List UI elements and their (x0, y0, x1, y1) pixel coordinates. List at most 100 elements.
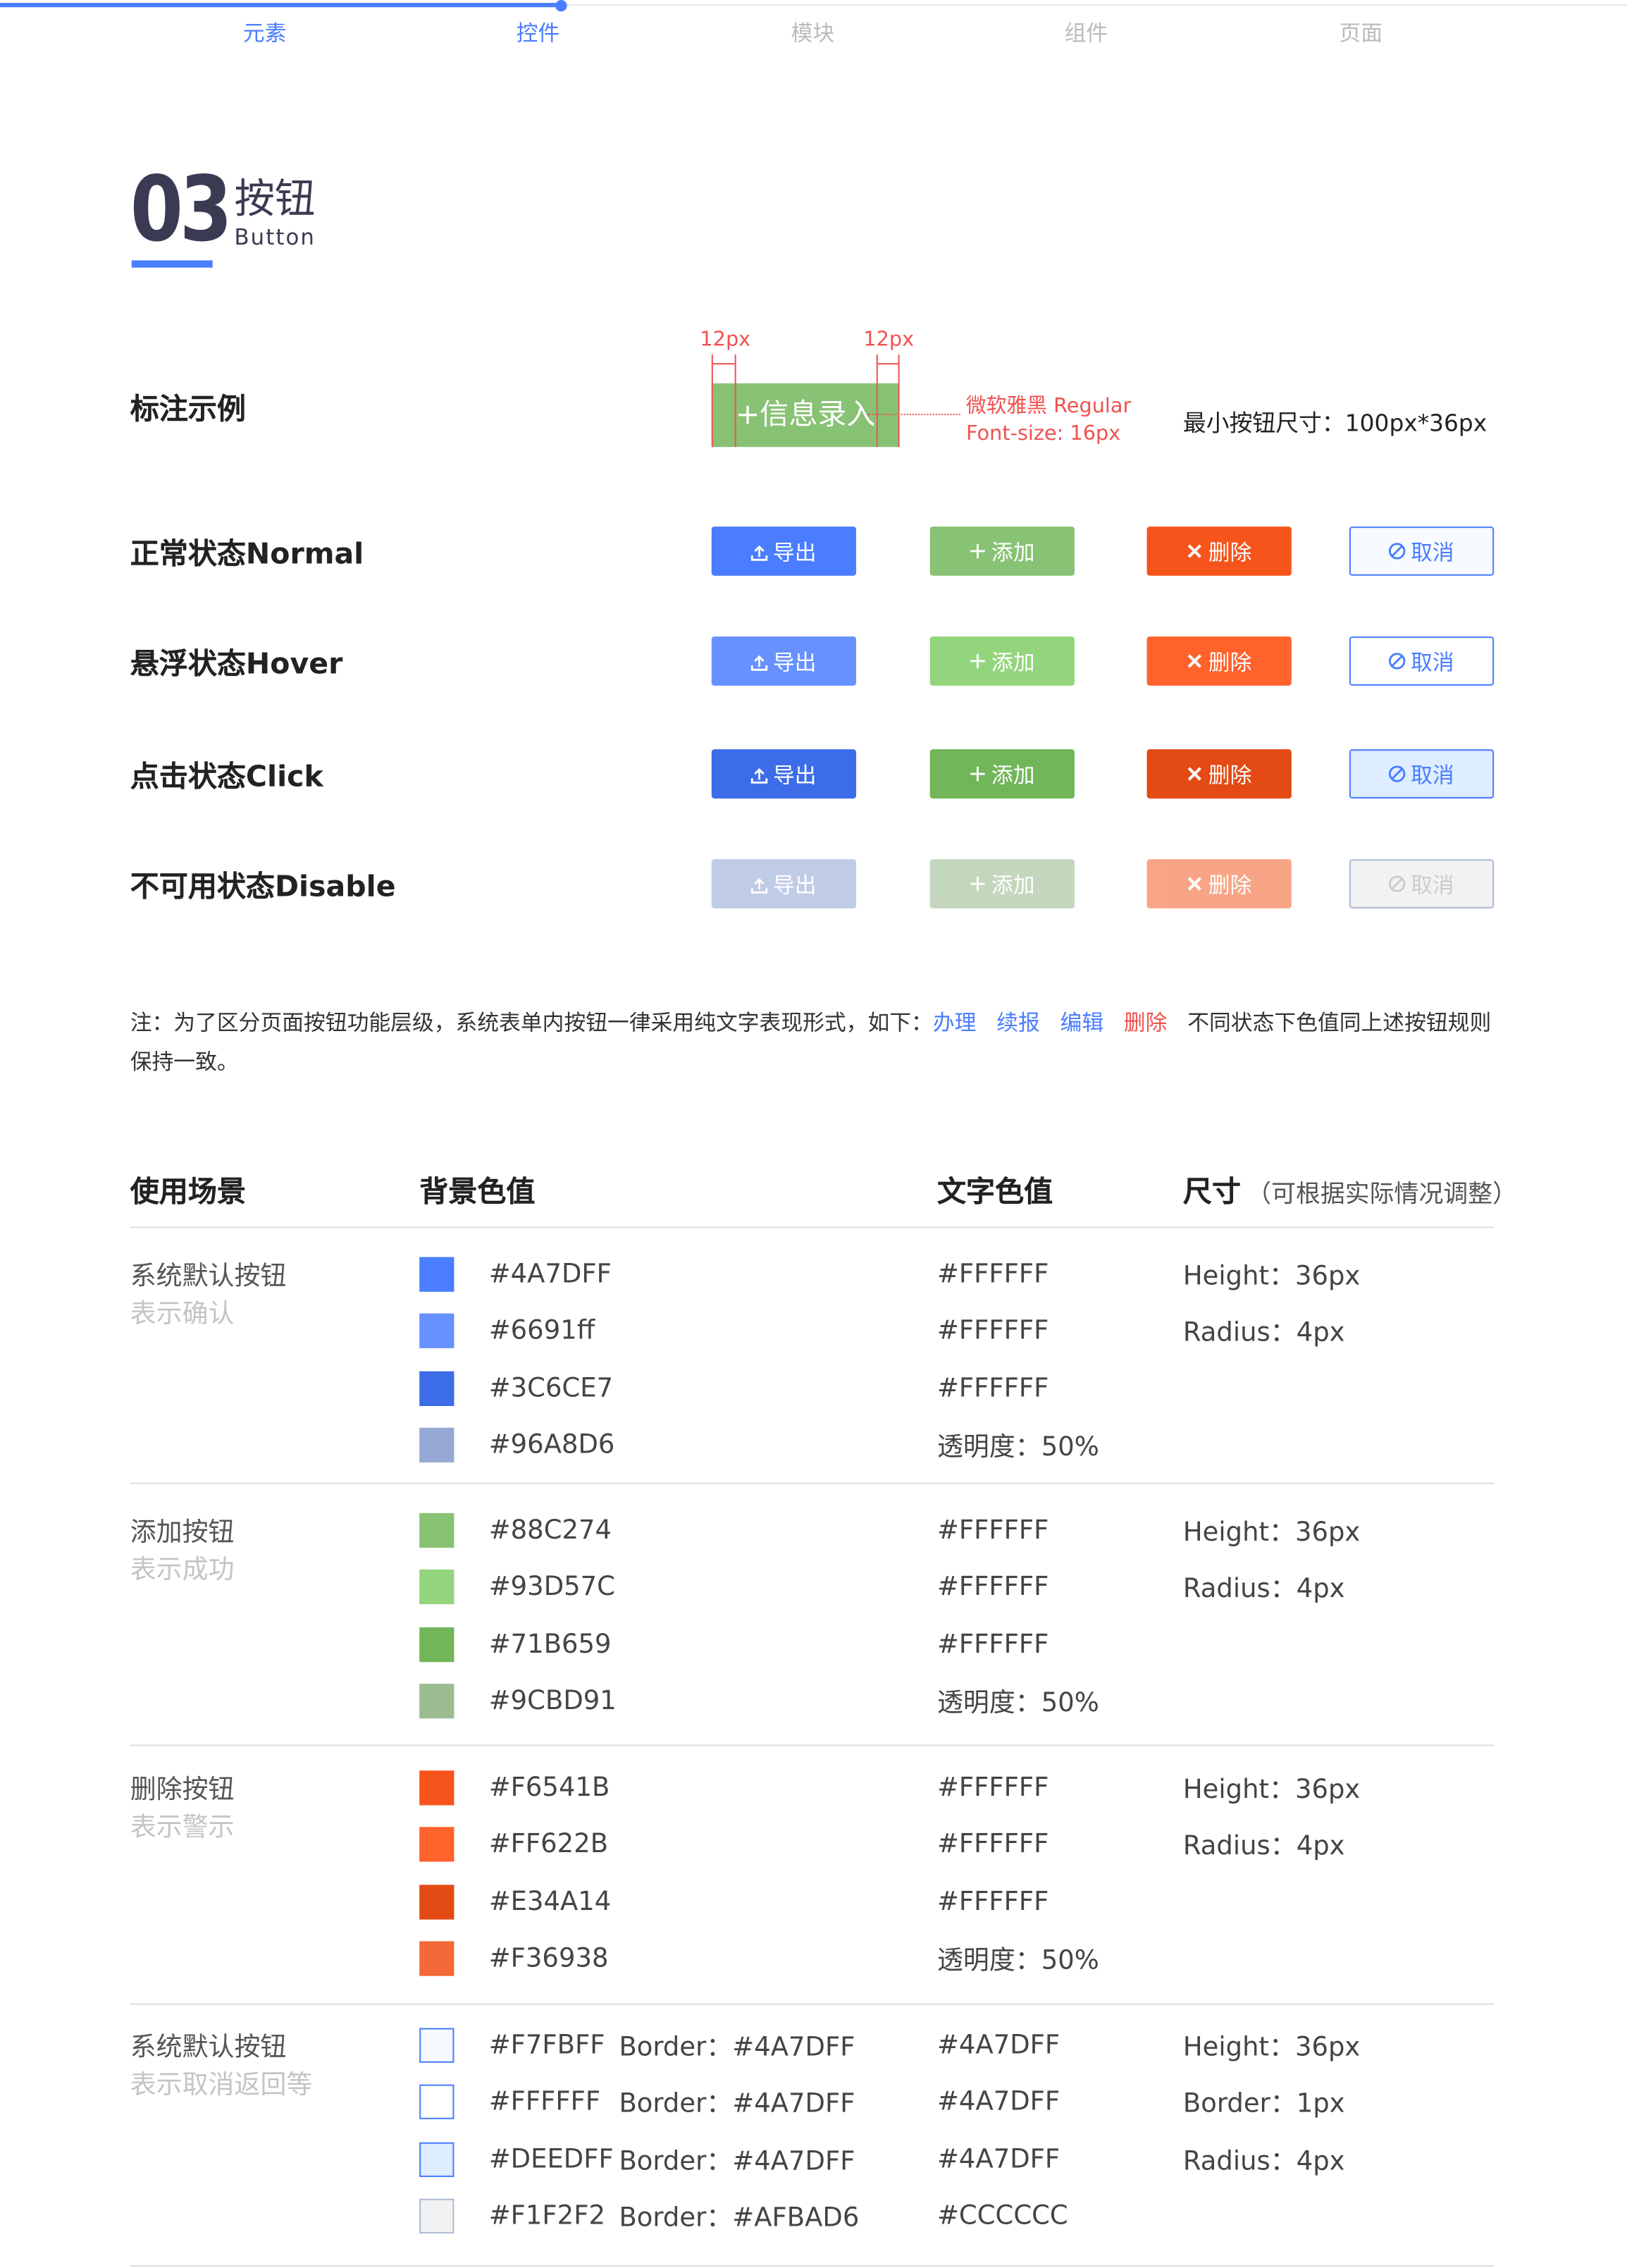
nav-tab: 控件 (516, 20, 560, 47)
button[interactable]: 删除 (1146, 749, 1292, 799)
text-color: #FFFFFF (936, 1373, 1049, 1404)
bg-color: #96A8D6 (488, 1430, 615, 1461)
group-desc: 表示取消返回等 (130, 2070, 313, 2101)
color-swatch (419, 2085, 454, 2120)
bg-color: #93D57C (488, 1572, 615, 1603)
bg-color: #E34A14 (488, 1886, 612, 1918)
button[interactable]: 导出 (711, 636, 857, 686)
button-label: 导出 (772, 648, 817, 675)
border-value: #4A7DFF (732, 2032, 855, 2063)
group-desc: 表示确认 (130, 1299, 235, 1330)
text-link[interactable]: 续报 (996, 1009, 1040, 1036)
header-note: （可根据实际情况调整） (1246, 1180, 1518, 1209)
bg-color: #F36938 (488, 1943, 609, 1974)
sample-button-text: +信息录入 (735, 396, 876, 431)
group-name: 添加按钮 (130, 1517, 235, 1548)
nav-tab: 元素 (242, 20, 287, 47)
button[interactable]: 删除 (1146, 526, 1292, 576)
button[interactable]: 导出 (711, 859, 857, 908)
button[interactable]: 添加 (929, 636, 1075, 686)
bg-color: #FFFFFF (488, 2087, 601, 2118)
bg-color: #F6541B (488, 1773, 610, 1804)
bg-color: #3C6CE7 (488, 1373, 614, 1404)
border-value: #4A7DFF (732, 2146, 855, 2177)
button[interactable]: 导出 (711, 526, 857, 576)
button[interactable]: 添加 (929, 526, 1075, 576)
guide (734, 354, 736, 448)
nav-progress (0, 3, 562, 8)
icon (1389, 542, 1406, 559)
divider (130, 2003, 1495, 2005)
size-spec: Radius：4px (1182, 2146, 1345, 2177)
icon (1188, 876, 1202, 890)
text-color: #4A7DFF (936, 2144, 1060, 2175)
size-spec: Radius：4px (1182, 1832, 1345, 1863)
button[interactable]: 导出 (711, 749, 857, 799)
text-color: #4A7DFF (936, 2087, 1060, 2118)
button[interactable]: 取消 (1349, 636, 1495, 686)
bg-color: #71B659 (488, 1629, 612, 1660)
guide (876, 363, 900, 365)
icon (751, 767, 769, 783)
group-desc: 表示警示 (130, 1812, 235, 1843)
text-color: 透明度：50% (936, 1432, 1099, 1463)
size-spec: Height：36px (1182, 1261, 1361, 1292)
color-swatch (419, 1627, 454, 1662)
color-swatch (419, 1570, 454, 1605)
size-spec: Height：36px (1182, 1775, 1361, 1806)
nav-dot (555, 0, 567, 12)
table-header: 使用场景 (130, 1173, 246, 1209)
button[interactable]: 取消 (1349, 526, 1495, 576)
bg-color: #88C274 (488, 1515, 612, 1546)
text-color: #FFFFFF (936, 1830, 1049, 1861)
color-swatch (419, 1314, 454, 1349)
button[interactable]: 删除 (1146, 859, 1292, 908)
button[interactable]: 删除 (1146, 636, 1292, 686)
button-label: 导出 (772, 871, 817, 898)
button-label: 导出 (772, 538, 817, 565)
border-label: Border： (619, 2203, 733, 2234)
icon (971, 875, 986, 891)
icon (1389, 875, 1406, 892)
divider (130, 1226, 1495, 1228)
text-link[interactable]: 办理 (932, 1009, 977, 1036)
guide (876, 354, 878, 448)
button-label: 删除 (1208, 648, 1252, 675)
size-spec: Radius：4px (1182, 1318, 1345, 1349)
color-swatch (419, 1941, 454, 1977)
table-header: 文字色值 (936, 1173, 1053, 1209)
size-spec: Radius：4px (1182, 1574, 1345, 1605)
state-label: 点击状态Click (130, 758, 323, 794)
button-label: 添加 (991, 761, 1035, 788)
sample-button (711, 383, 900, 448)
bg-color: #6691ff (488, 1316, 595, 1347)
icon (1188, 653, 1202, 667)
button[interactable]: 添加 (929, 749, 1075, 799)
button[interactable]: 取消 (1349, 749, 1495, 799)
state-label: 不可用状态Disable (130, 868, 396, 904)
border-color: Border：#4A7DFF (619, 2140, 855, 2178)
button[interactable]: 添加 (929, 859, 1075, 908)
nav-tab: 页面 (1339, 20, 1383, 47)
border-label: Border： (619, 2089, 733, 2120)
button-label: 导出 (772, 761, 817, 788)
section-number: 03 (130, 156, 233, 262)
border-value: #4A7DFF (732, 2089, 855, 2120)
color-swatch (419, 1884, 454, 1920)
text-link[interactable]: 编辑 (1060, 1009, 1104, 1036)
guide (711, 363, 735, 365)
padding-label: 12px (863, 328, 915, 352)
annotation-label: 标注示例 (130, 391, 246, 426)
group-name: 系统默认按钮 (130, 2032, 287, 2063)
icon (751, 654, 769, 670)
table-header: 背景色值 (419, 1173, 536, 1209)
text-link[interactable]: 删除 (1123, 1009, 1168, 1036)
bg-color: #FF622B (488, 1830, 609, 1861)
button[interactable]: 取消 (1349, 859, 1495, 908)
icon (1188, 766, 1202, 780)
icon (971, 543, 986, 558)
icon (1389, 652, 1406, 669)
text-color: #FFFFFF (936, 1629, 1049, 1660)
color-swatch (419, 2142, 454, 2177)
